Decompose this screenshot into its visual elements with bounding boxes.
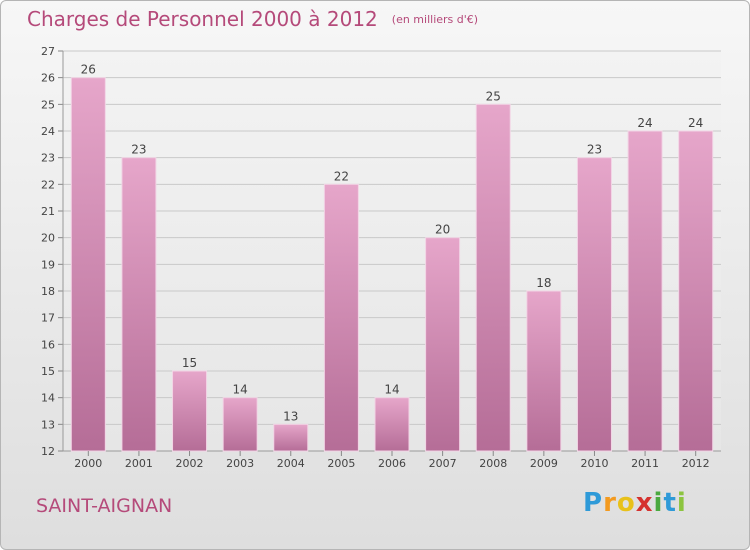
bar	[172, 370, 208, 452]
y-tick-label: 15	[41, 365, 55, 378]
bar	[526, 290, 562, 452]
bar	[627, 130, 663, 452]
proxiti-logo: Proxiti	[583, 488, 687, 518]
x-tick-label: 2012	[682, 457, 710, 470]
x-tick-label: 2003	[226, 457, 254, 470]
x-tick-label: 2005	[327, 457, 355, 470]
y-tick-label: 22	[41, 178, 55, 191]
bar-value-label: 26	[81, 63, 96, 77]
x-tick-label: 2000	[74, 457, 102, 470]
y-tick-label: 17	[41, 312, 55, 325]
bar-value-label: 24	[637, 116, 652, 130]
commune-name: SAINT-AIGNAN	[36, 495, 173, 517]
bar	[222, 397, 258, 452]
y-tick-label: 26	[41, 72, 55, 85]
bar	[374, 397, 410, 452]
logo-letter: x	[635, 488, 654, 518]
bar-value-label: 18	[536, 276, 551, 290]
bar	[576, 157, 612, 452]
y-tick-label: 19	[41, 258, 55, 271]
y-tick-label: 24	[41, 125, 55, 138]
bar-value-label: 22	[334, 169, 349, 183]
bar-value-label: 20	[435, 223, 450, 237]
logo-letter: r	[603, 488, 617, 518]
y-tick-label: 20	[41, 232, 55, 245]
x-tick-label: 2010	[580, 457, 608, 470]
y-tick-label: 27	[41, 45, 55, 58]
bar-value-label: 14	[384, 383, 399, 397]
bar-value-label: 23	[587, 143, 602, 157]
bar	[678, 130, 714, 452]
logo-letter: t	[663, 488, 677, 518]
y-tick-label: 12	[41, 445, 55, 458]
x-tick-label: 2004	[277, 457, 305, 470]
logo-letter: i	[676, 488, 687, 518]
y-tick-label: 21	[41, 205, 55, 218]
chart-title: Charges de Personnel 2000 à 2012 (en mill…	[27, 7, 478, 31]
bar-value-label: 15	[182, 356, 197, 370]
x-tick-label: 2008	[479, 457, 507, 470]
logo-letter: o	[616, 488, 636, 518]
bar	[425, 237, 461, 452]
bar	[70, 77, 106, 452]
x-tick-label: 2006	[378, 457, 406, 470]
y-tick-label: 16	[41, 338, 55, 351]
y-tick-label: 23	[41, 152, 55, 165]
bar	[121, 157, 157, 452]
bar-value-label: 24	[688, 116, 703, 130]
x-tick-label: 2011	[631, 457, 659, 470]
bar-value-label: 23	[131, 143, 146, 157]
x-tick-label: 2009	[530, 457, 558, 470]
bar-value-label: 14	[233, 383, 248, 397]
title-text: Charges de Personnel 2000 à 2012	[27, 7, 378, 31]
y-tick-label: 18	[41, 285, 55, 298]
y-tick-label: 25	[41, 98, 55, 111]
x-tick-label: 2007	[429, 457, 457, 470]
bar	[475, 103, 511, 452]
bar-value-label: 25	[486, 89, 501, 103]
x-tick-label: 2002	[176, 457, 204, 470]
bar	[273, 423, 309, 452]
x-tick-label: 2001	[125, 457, 153, 470]
bar-value-label: 13	[283, 409, 298, 423]
bar	[323, 183, 359, 452]
logo-letter: i	[653, 488, 664, 518]
y-tick-label: 13	[41, 418, 55, 431]
unit-note: (en milliers d'€)	[391, 13, 479, 26]
logo-letter: P	[583, 488, 604, 518]
y-tick-label: 14	[41, 392, 55, 405]
